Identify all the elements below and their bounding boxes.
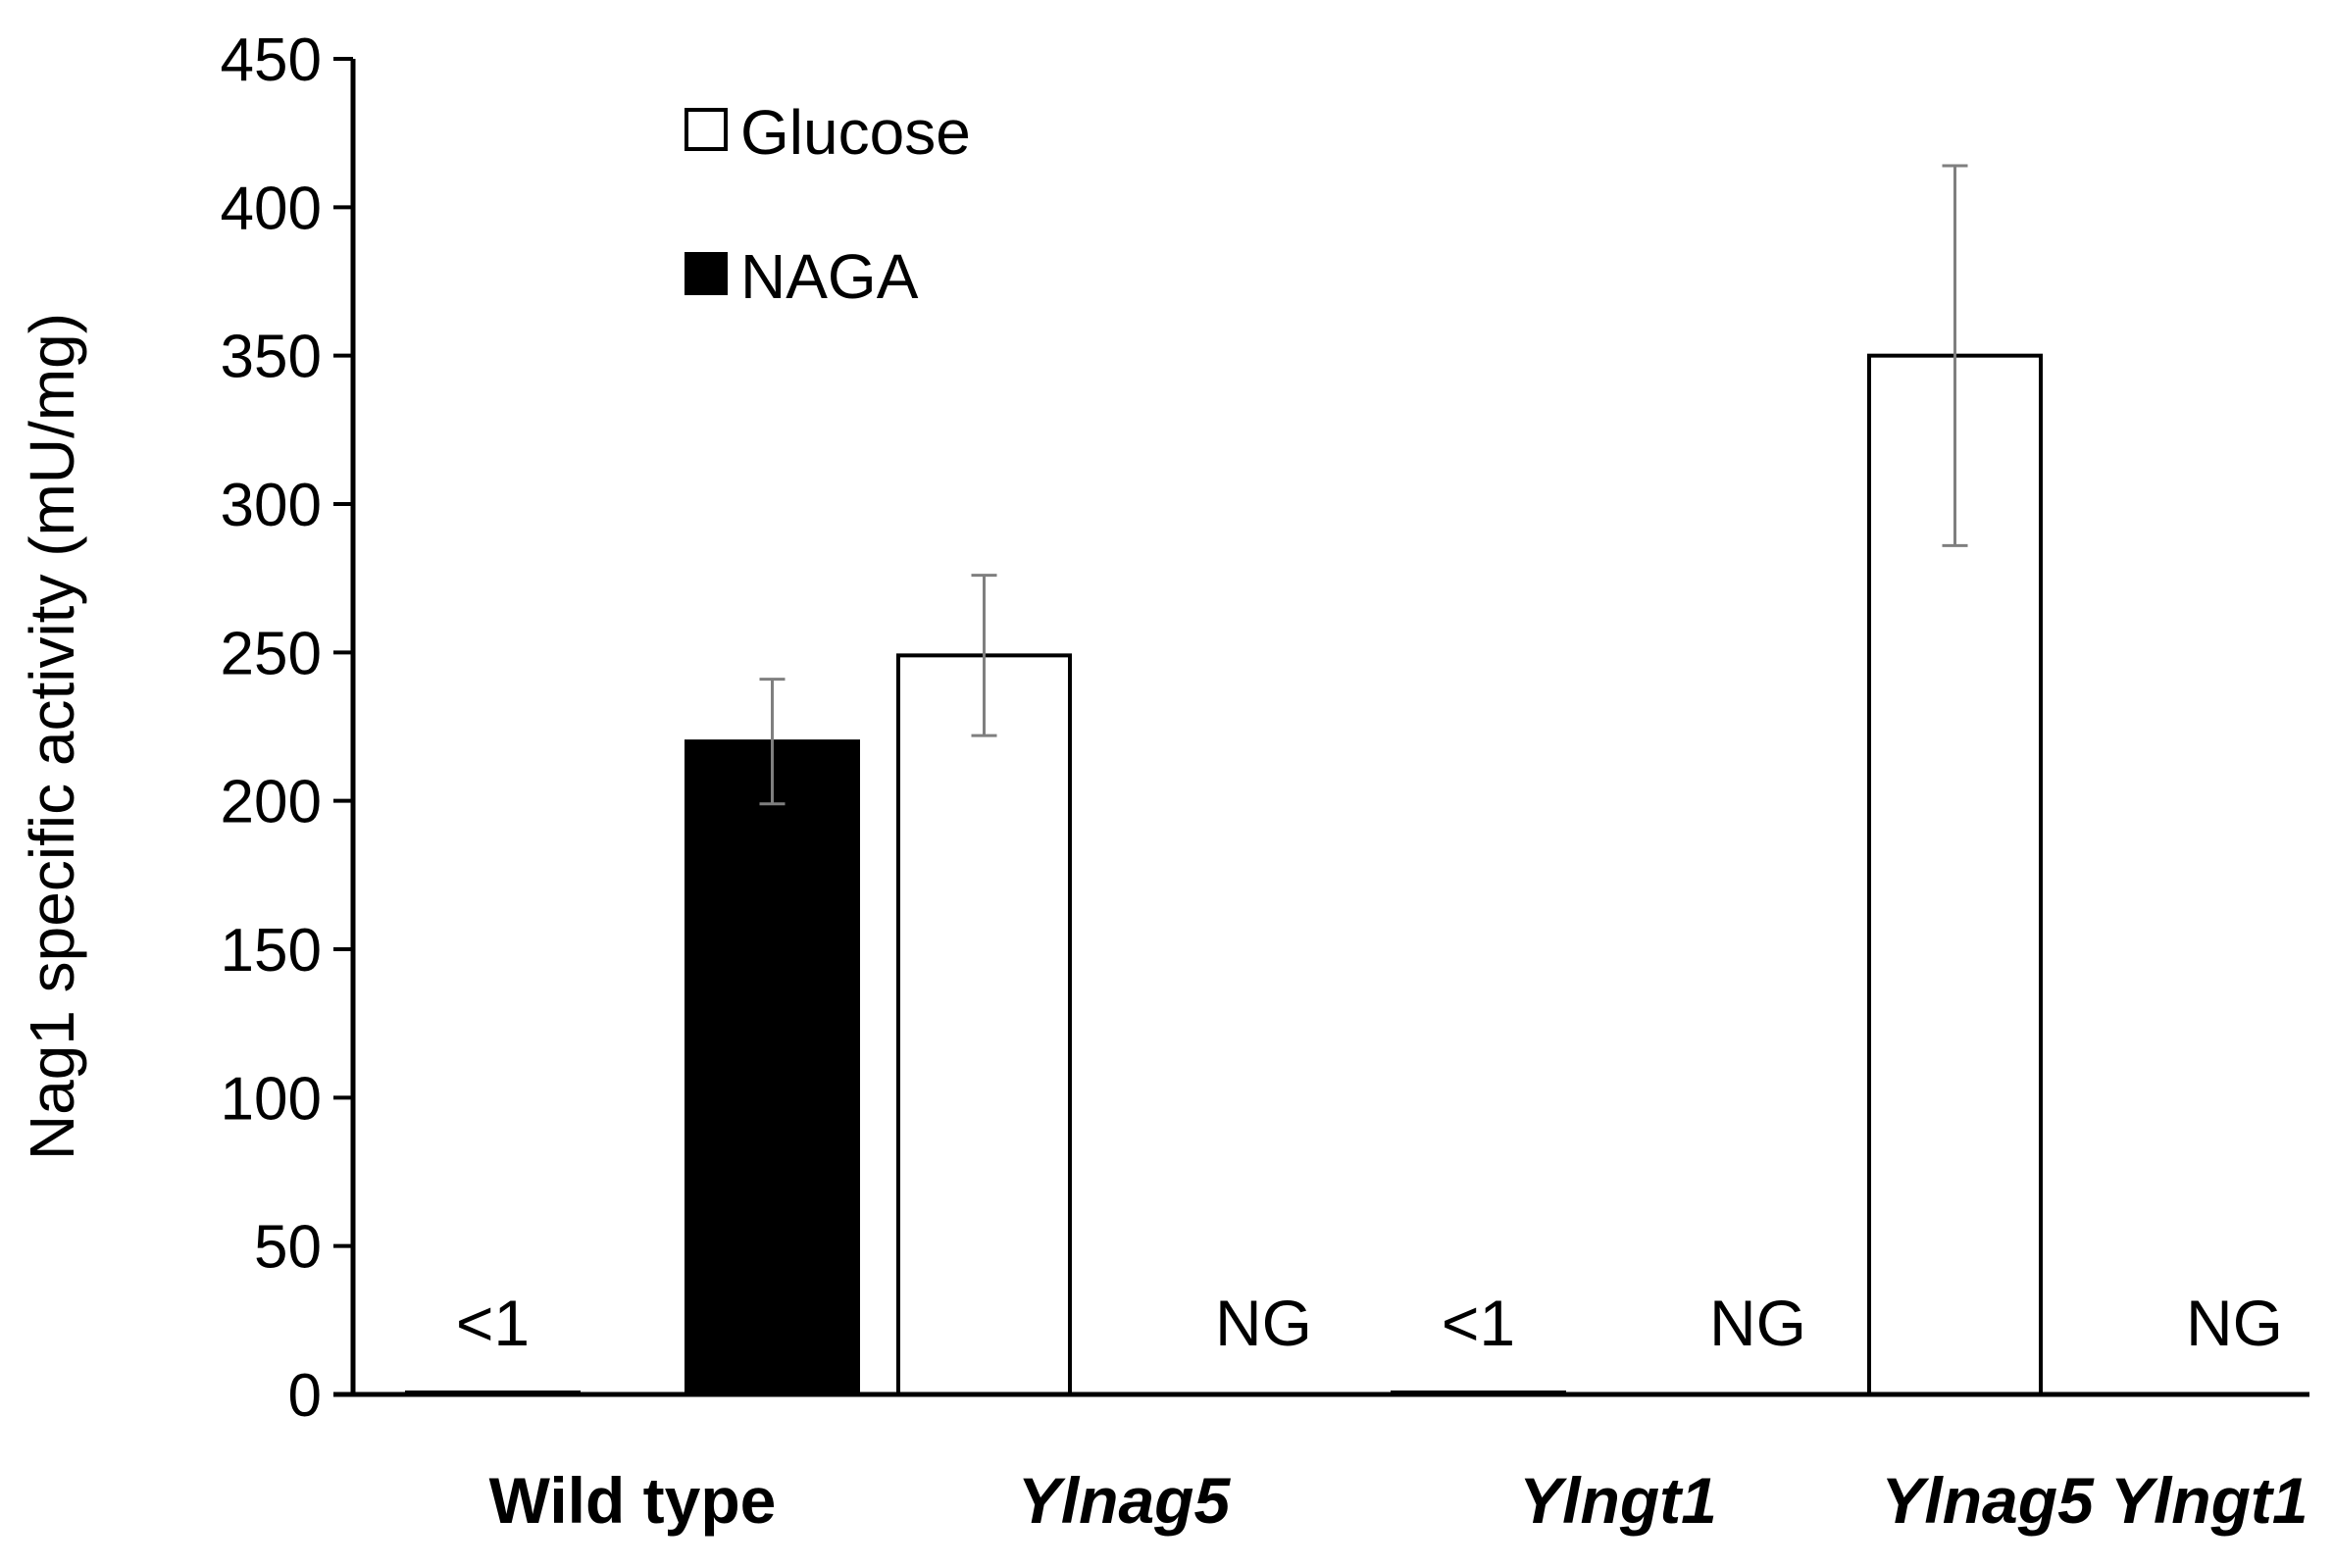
x-category-label: Ylnag5: [1018, 1464, 1232, 1537]
bar-annotation-naga: NG: [1709, 1287, 1806, 1359]
bars: [405, 353, 2043, 1397]
y-tick-label: 450: [221, 26, 322, 94]
x-category-label: Wild type: [489, 1464, 777, 1537]
y-axis-ticks: 0 50 100 150 200 250 300 350 400 450: [221, 26, 353, 1430]
x-axis-category-labels: Wild type Ylnag5 Ylngt1 Ylnag5 Ylngt1: [489, 1464, 2308, 1537]
legend-swatch-naga: [685, 252, 728, 295]
bar-glucose: [896, 653, 1072, 1396]
y-tick-label: 0: [288, 1362, 322, 1430]
bar-annotation-glucose: <1: [1442, 1287, 1515, 1359]
error-bars: [759, 164, 1968, 806]
legend-label-glucose: Glucose: [740, 97, 971, 168]
y-tick-label: 350: [221, 324, 322, 391]
y-tick-label: 150: [221, 917, 322, 985]
y-tick-label: 100: [221, 1065, 322, 1133]
legend-label-naga: NAGA: [740, 241, 919, 312]
bar-annotations: <1 <1 NG NG NG: [456, 1287, 2283, 1359]
bar-annotation-glucose: <1: [456, 1287, 530, 1359]
y-tick-label: 250: [221, 620, 322, 687]
legend: Glucose NAGA: [685, 97, 971, 312]
bar-annotation-naga: NG: [1215, 1287, 1312, 1359]
x-category-label: Ylngt1: [1519, 1464, 1717, 1537]
bar-annotation-naga: NG: [2186, 1287, 2283, 1359]
legend-swatch-glucose: [685, 108, 728, 151]
x-category-label: Ylnag5 Ylngt1: [1881, 1464, 2308, 1537]
y-tick-label: 50: [254, 1214, 322, 1282]
axes: [333, 59, 2309, 1397]
y-axis-title: Nag1 specific activity (mU/mg): [17, 313, 87, 1160]
y-tick-label: 400: [221, 175, 322, 242]
y-tick-label: 300: [221, 472, 322, 539]
bar-naga: [685, 739, 860, 1396]
y-tick-label: 200: [221, 769, 322, 836]
